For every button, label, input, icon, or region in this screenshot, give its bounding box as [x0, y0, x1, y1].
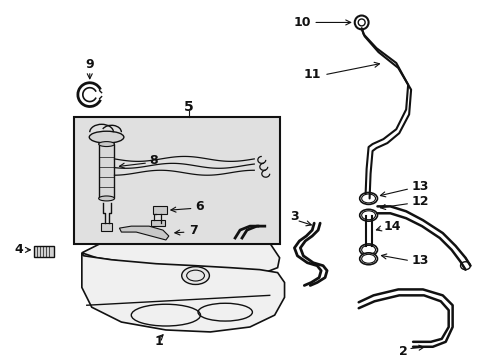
Ellipse shape [89, 131, 123, 143]
Text: 12: 12 [410, 195, 428, 208]
Text: 1: 1 [154, 335, 163, 348]
Ellipse shape [99, 141, 114, 147]
Text: 13: 13 [410, 180, 427, 193]
Ellipse shape [99, 196, 114, 201]
Ellipse shape [359, 253, 377, 265]
Text: 4: 4 [14, 243, 23, 256]
Ellipse shape [460, 262, 469, 270]
Bar [151, 220, 164, 226]
Text: 2: 2 [398, 345, 407, 358]
Ellipse shape [359, 244, 377, 256]
Text: 6: 6 [195, 200, 204, 213]
Ellipse shape [359, 193, 377, 204]
Text: 11: 11 [303, 68, 320, 81]
Ellipse shape [182, 267, 209, 284]
Text: 10: 10 [293, 16, 310, 29]
Bar [153, 206, 166, 214]
Text: 3: 3 [289, 210, 298, 223]
Circle shape [358, 19, 365, 26]
Text: 5: 5 [183, 100, 193, 114]
Text: 9: 9 [85, 58, 94, 72]
Circle shape [354, 15, 368, 30]
Bar [101, 223, 112, 231]
Bar [99, 144, 114, 198]
Text: 7: 7 [188, 224, 197, 237]
Polygon shape [81, 233, 279, 273]
Ellipse shape [244, 222, 259, 231]
Text: 14: 14 [383, 220, 400, 233]
Text: 13: 13 [410, 254, 427, 267]
Bar [74, 117, 279, 244]
Bar [34, 246, 54, 257]
Polygon shape [119, 226, 168, 240]
Polygon shape [81, 253, 284, 332]
Text: 8: 8 [149, 154, 158, 167]
Ellipse shape [359, 209, 377, 221]
